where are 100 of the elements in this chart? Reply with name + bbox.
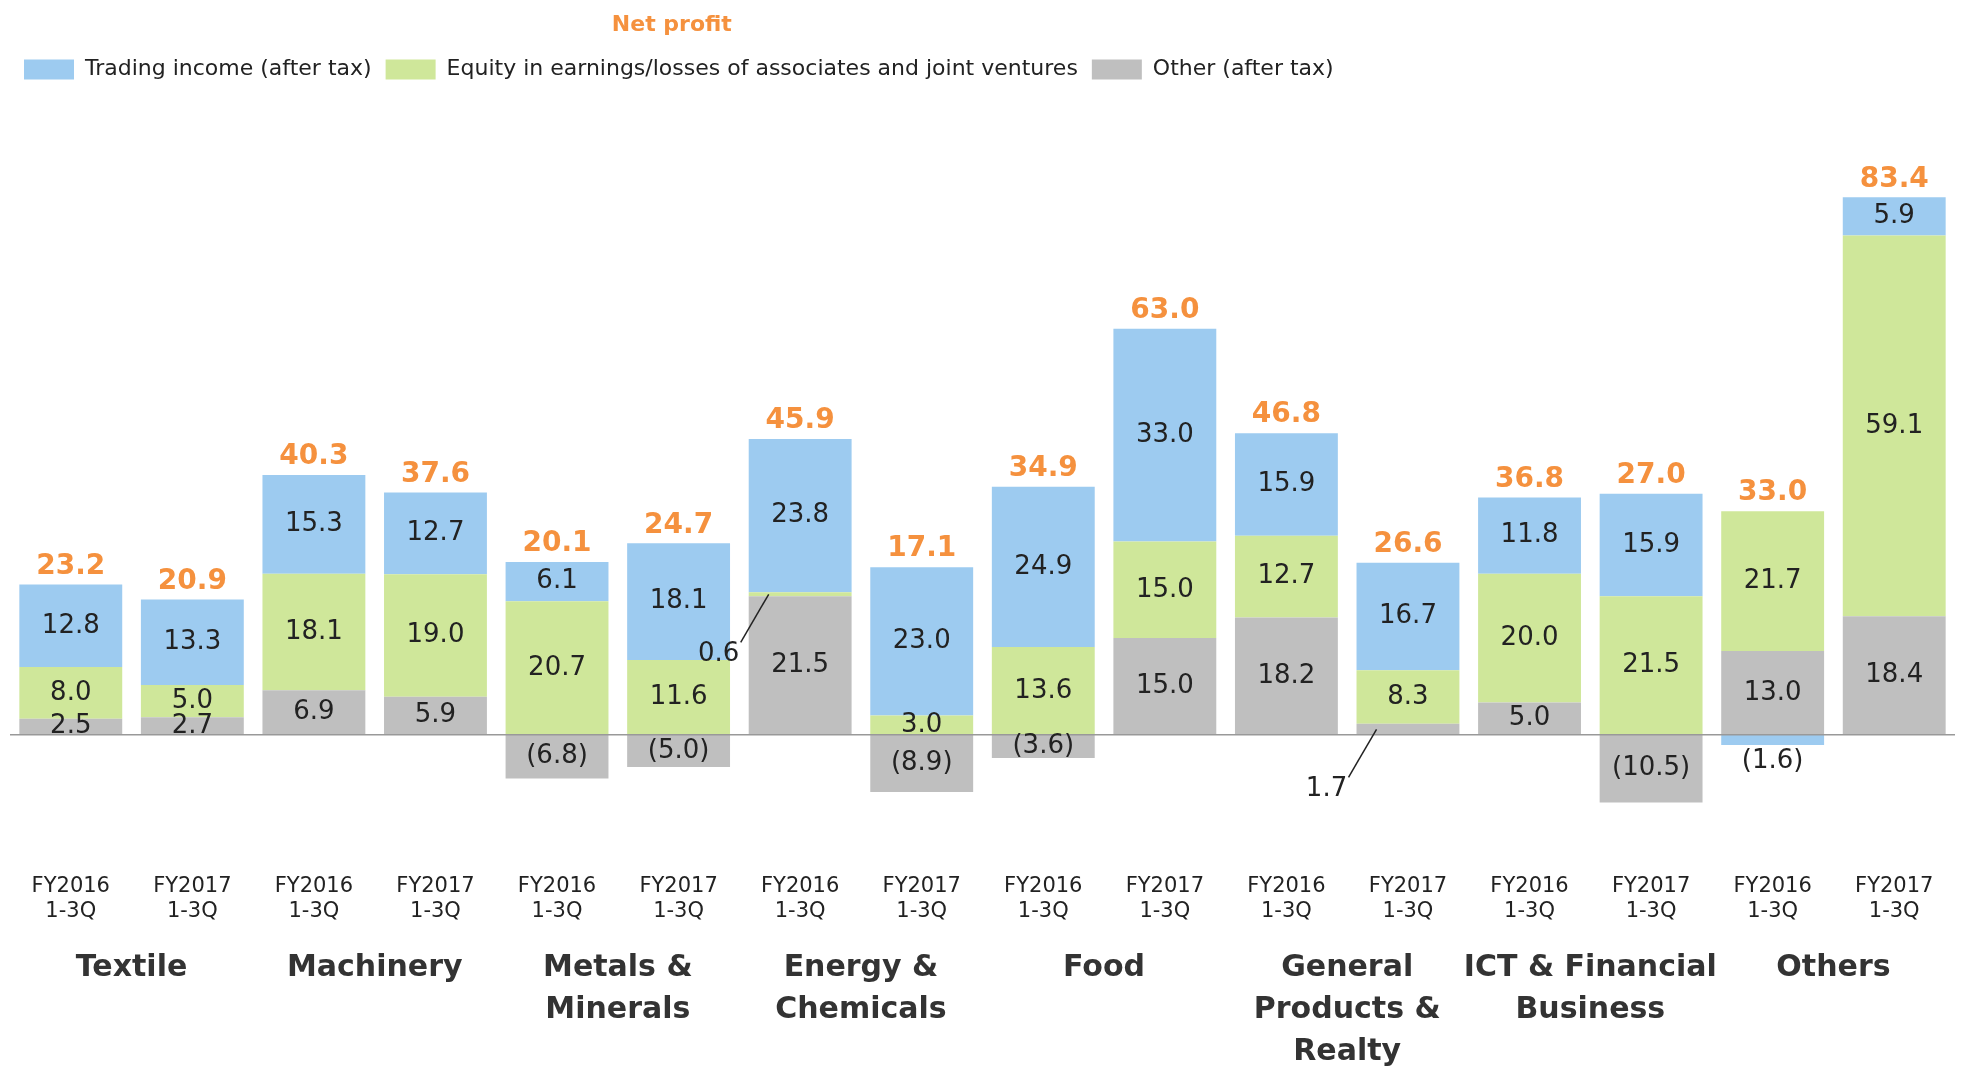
data-label: 21.5 <box>771 648 830 679</box>
data-label: 15.0 <box>1135 669 1194 700</box>
data-label: 2.5 <box>50 709 92 740</box>
data-label: 21.5 <box>1622 648 1681 679</box>
data-label: 8.0 <box>50 675 92 706</box>
bar <box>19 584 123 668</box>
bar <box>1234 617 1338 735</box>
total-label: 23.2 <box>36 547 106 581</box>
total-label: 26.6 <box>1373 525 1443 559</box>
data-label: 24.9 <box>1014 549 1073 580</box>
data-label: 1.7 <box>1305 772 1348 803</box>
text: Energy & Chemicals <box>775 948 947 1026</box>
bar <box>1721 511 1825 651</box>
bar <box>1599 734 1703 803</box>
data-label: 6.9 <box>293 695 335 726</box>
x-tick-label: FY2017 1-3Q <box>153 872 232 922</box>
data-label: 0.6 <box>698 637 740 668</box>
text: Metals & Minerals <box>543 948 693 1026</box>
x-tick-label: FY2016 1-3Q <box>517 872 597 922</box>
data-label: 15.9 <box>1622 527 1681 558</box>
text: Others <box>1776 948 1891 984</box>
x-tick-label: FY2016 1-3Q <box>31 872 110 922</box>
total-label: 40.3 <box>279 438 349 472</box>
data-label: 13.6 <box>1014 673 1073 704</box>
data-label: 5.0 <box>1508 701 1551 732</box>
data-label: 23.0 <box>892 624 951 655</box>
bar <box>1356 723 1460 735</box>
x-tick-label: FY2017 1-3Q <box>396 872 475 922</box>
bar <box>262 573 366 691</box>
x-tick-label: FY2016 1-3Q <box>1490 872 1569 922</box>
bar <box>1478 573 1581 703</box>
bar <box>1113 328 1217 542</box>
bar <box>140 599 244 686</box>
bar <box>505 562 609 602</box>
text: Textile <box>75 948 188 984</box>
total-label: 36.8 <box>1494 460 1565 494</box>
total-label: 20.9 <box>157 562 227 596</box>
total-label: 83.4 <box>1859 160 1929 194</box>
x-tick-label: FY2017 1-3Q <box>1611 872 1691 922</box>
bar <box>748 592 852 597</box>
total-label: 45.9 <box>765 402 835 436</box>
data-label: (8.9) <box>890 746 953 777</box>
x-tick-label: FY2016 1-3Q <box>274 872 354 922</box>
data-label: 3.0 <box>901 707 943 738</box>
x-tick-label: FY2017 1-3Q <box>1855 872 1934 922</box>
text: General Products & Realty <box>1253 948 1441 1068</box>
data-label: 11.8 <box>1500 518 1559 549</box>
bar <box>1599 493 1703 597</box>
total-label: 34.9 <box>1008 449 1078 483</box>
data-label: 12.7 <box>406 516 465 547</box>
x-tick-label: FY2016 1-3Q <box>1733 872 1812 922</box>
data-label: (6.8) <box>526 739 588 770</box>
legend-label: Trading income (after tax) <box>84 55 372 81</box>
data-label: 16.7 <box>1379 599 1437 630</box>
data-label: 23.8 <box>771 498 830 529</box>
bar <box>1356 562 1460 671</box>
bar <box>991 486 1095 648</box>
bar <box>262 475 366 574</box>
bar <box>748 596 852 735</box>
data-label: 15.9 <box>1257 467 1316 498</box>
legend-label: Equity in earnings/losses of associates and joint ventures <box>446 55 1078 81</box>
bar <box>1842 197 1946 236</box>
x-tick-label: FY2016 1-3Q <box>1247 872 1326 922</box>
data-label: 18.4 <box>1865 658 1924 689</box>
x-tick-label: FY2017 1-3Q <box>639 872 718 922</box>
total-label: 17.1 <box>887 530 957 564</box>
data-label: (10.5) <box>1612 751 1691 782</box>
bar <box>991 647 1095 735</box>
data-label: 18.1 <box>649 584 708 615</box>
x-tick-label: FY2016 1-3Q <box>760 872 840 922</box>
data-label: 18.2 <box>1257 658 1316 689</box>
data-label: 19.0 <box>406 618 465 649</box>
data-label: 6.1 <box>536 564 578 595</box>
x-tick-label: FY2017 1-3Q <box>1125 872 1205 922</box>
bar <box>1599 596 1703 735</box>
data-label: 5.9 <box>1873 199 1915 230</box>
data-label: 33.0 <box>1135 417 1194 448</box>
text: Machinery <box>286 948 463 984</box>
data-label: 20.7 <box>528 650 586 681</box>
total-label: 37.6 <box>400 455 471 489</box>
legend-label: Other (after tax) <box>1152 55 1334 81</box>
data-label: 12.7 <box>1257 559 1316 590</box>
bar <box>1721 650 1825 735</box>
bar <box>1234 535 1338 618</box>
bar <box>1234 433 1338 536</box>
total-label: 46.8 <box>1251 396 1321 430</box>
bar <box>384 492 487 575</box>
data-label: 59.1 <box>1865 408 1924 439</box>
bar <box>1842 616 1946 735</box>
text: ICT & Financial Business <box>1463 948 1717 1026</box>
total-label: 24.7 <box>644 506 714 540</box>
data-label: 13.0 <box>1743 675 1802 706</box>
bar <box>1113 541 1217 639</box>
total-label: 20.1 <box>522 525 592 559</box>
text: Food <box>1063 948 1146 984</box>
x-tick-label: FY2017 1-3Q <box>882 872 961 922</box>
data-label: 15.3 <box>284 507 343 538</box>
data-label: 8.3 <box>1387 679 1429 710</box>
data-label: 13.3 <box>163 625 222 656</box>
bar <box>505 601 609 735</box>
